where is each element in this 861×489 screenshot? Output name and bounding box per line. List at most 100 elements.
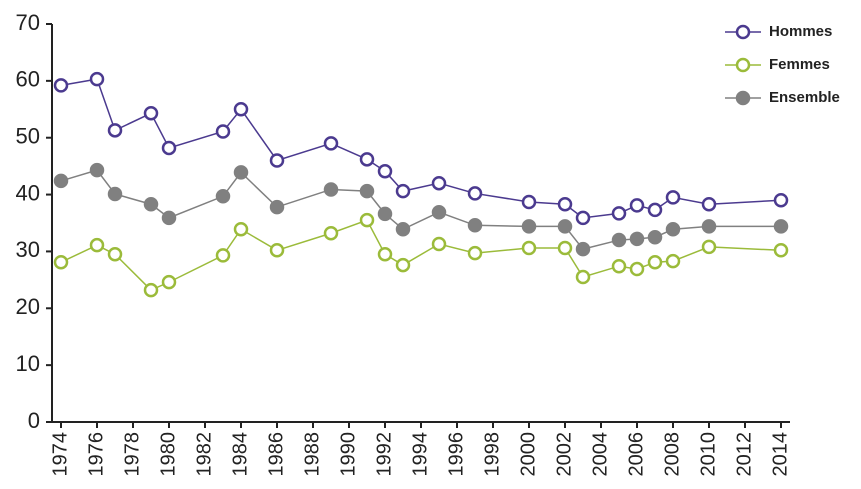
- point: [395, 183, 411, 199]
- point: [773, 219, 789, 234]
- x-tick-label: 2002: [553, 432, 575, 477]
- point: [53, 254, 69, 270]
- point: [431, 175, 447, 191]
- point: [701, 219, 717, 234]
- point: [269, 153, 285, 168]
- y-tick-label: 70: [16, 10, 40, 35]
- y-tick-label: 20: [16, 294, 40, 319]
- point: [431, 236, 447, 252]
- point: [359, 212, 375, 228]
- point: [377, 164, 393, 179]
- point: [107, 123, 123, 138]
- x-tick-label: 2000: [517, 432, 539, 477]
- point: [269, 243, 285, 258]
- x-tick-label: 2014: [769, 432, 791, 477]
- point: [521, 219, 537, 234]
- point: [377, 206, 393, 222]
- point: [359, 152, 375, 167]
- point: [53, 173, 69, 189]
- point: [161, 274, 177, 290]
- point: [53, 78, 69, 93]
- point: [377, 247, 393, 262]
- point: [629, 231, 645, 247]
- x-tick-label: 2012: [733, 432, 755, 477]
- point: [647, 202, 663, 218]
- point: [323, 225, 339, 241]
- point: [647, 254, 663, 270]
- point: [575, 241, 591, 257]
- point: [143, 282, 159, 298]
- point: [575, 210, 591, 226]
- point: [215, 124, 231, 139]
- point: [467, 245, 483, 261]
- point: [233, 165, 249, 180]
- point: [557, 219, 573, 234]
- point: [431, 204, 447, 220]
- y-tick-label: 30: [16, 237, 40, 262]
- point: [611, 258, 627, 274]
- point: [557, 240, 573, 256]
- point: [701, 196, 717, 212]
- point: [773, 243, 789, 258]
- x-tick-label: 1998: [481, 432, 503, 477]
- point: [395, 257, 411, 273]
- x-tick-label: 1976: [85, 432, 107, 477]
- point: [647, 229, 663, 245]
- x-tick-label: 1990: [337, 432, 359, 477]
- point: [233, 222, 249, 237]
- point: [665, 253, 681, 269]
- x-tick-label: 1974: [49, 432, 71, 477]
- x-tick-label: 1996: [445, 432, 467, 477]
- point: [143, 106, 159, 121]
- x-tick-label: 2008: [661, 432, 683, 477]
- x-tick-label: 1982: [193, 432, 215, 477]
- point: [629, 198, 645, 213]
- point: [575, 269, 591, 285]
- series-line: [60, 169, 781, 251]
- point: [323, 136, 339, 151]
- point: [215, 189, 231, 204]
- legend-label: Femmes: [769, 56, 830, 73]
- point: [89, 162, 105, 178]
- legend-marker: [735, 90, 751, 106]
- x-tick-label: 1978: [121, 432, 143, 477]
- legend-marker: [735, 24, 751, 40]
- point: [467, 218, 483, 233]
- point: [323, 182, 339, 197]
- point: [233, 102, 249, 117]
- point: [215, 248, 231, 263]
- x-tick-label: 2004: [589, 432, 611, 477]
- legend-marker: [735, 57, 751, 73]
- point: [359, 183, 375, 199]
- y-tick-label: 0: [28, 408, 40, 433]
- x-tick-label: 2006: [625, 432, 647, 477]
- legend-label: Hommes: [769, 23, 832, 40]
- legend-label: Ensemble: [769, 89, 840, 106]
- point: [521, 240, 537, 256]
- y-tick-label: 60: [16, 67, 40, 92]
- point: [557, 196, 573, 212]
- point: [161, 210, 177, 226]
- y-tick-label: 10: [16, 351, 40, 376]
- point: [629, 261, 645, 277]
- point: [701, 239, 717, 255]
- x-tick-label: 1986: [265, 432, 287, 477]
- point: [467, 186, 483, 201]
- point: [143, 196, 159, 212]
- point: [269, 199, 285, 215]
- point: [665, 190, 681, 205]
- y-tick-label: 40: [16, 180, 40, 205]
- x-tick-label: 1984: [229, 432, 251, 477]
- point: [521, 194, 537, 210]
- x-tick-label: 2010: [697, 432, 719, 477]
- x-tick-label: 1994: [409, 432, 431, 477]
- point: [89, 237, 105, 253]
- point: [395, 222, 411, 237]
- point: [89, 71, 105, 87]
- point: [665, 222, 681, 237]
- x-tick-label: 1988: [301, 432, 323, 477]
- point: [611, 232, 627, 248]
- point: [611, 206, 627, 221]
